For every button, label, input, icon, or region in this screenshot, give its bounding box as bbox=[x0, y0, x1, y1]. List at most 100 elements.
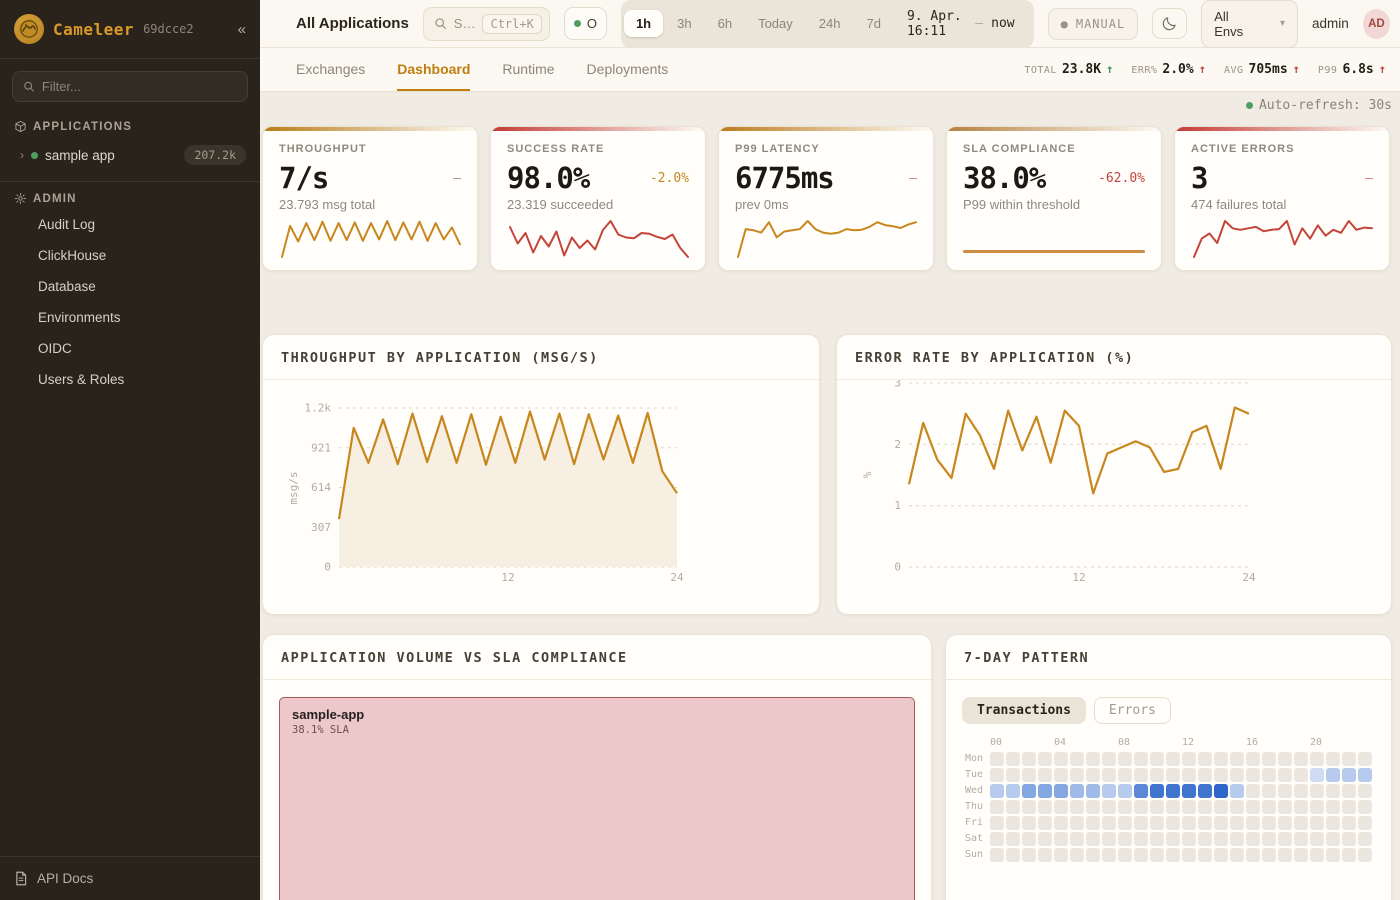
heatmap-cell[interactable] bbox=[1294, 768, 1308, 782]
heatmap-cell[interactable] bbox=[1358, 848, 1372, 862]
heatmap-cell[interactable] bbox=[1166, 816, 1180, 830]
time-range-1h[interactable]: 1h bbox=[623, 10, 664, 37]
tab-dashboard[interactable]: Dashboard bbox=[397, 48, 471, 91]
heatmap-cell[interactable] bbox=[1054, 768, 1068, 782]
time-range-6h[interactable]: 6h bbox=[717, 16, 733, 31]
heatmap-cell[interactable] bbox=[1198, 848, 1212, 862]
heatmap-cell[interactable] bbox=[1166, 848, 1180, 862]
heatmap-cell[interactable] bbox=[990, 832, 1004, 846]
sidebar-item-database[interactable]: Database bbox=[38, 279, 96, 294]
heatmap-cell[interactable] bbox=[1102, 752, 1116, 766]
heatmap-cell[interactable] bbox=[1134, 848, 1148, 862]
heatmap-cell[interactable] bbox=[990, 800, 1004, 814]
heatmap-cell[interactable] bbox=[990, 816, 1004, 830]
tab-deployments[interactable]: Deployments bbox=[586, 60, 669, 77]
heatmap-cell[interactable] bbox=[990, 768, 1004, 782]
heatmap-cell[interactable] bbox=[1022, 832, 1036, 846]
heatmap-cell[interactable] bbox=[1070, 784, 1084, 798]
heatmap-cell[interactable] bbox=[1150, 752, 1164, 766]
heatmap-cell[interactable] bbox=[1358, 816, 1372, 830]
toggle-transactions[interactable]: Transactions bbox=[962, 697, 1086, 724]
heatmap-cell[interactable] bbox=[1054, 848, 1068, 862]
heatmap-cell[interactable] bbox=[1278, 832, 1292, 846]
heatmap-cell[interactable] bbox=[1022, 784, 1036, 798]
heatmap-cell[interactable] bbox=[1214, 768, 1228, 782]
heatmap-cell[interactable] bbox=[990, 752, 1004, 766]
heatmap-cell[interactable] bbox=[1182, 784, 1196, 798]
heatmap-cell[interactable] bbox=[1246, 768, 1260, 782]
heatmap-cell[interactable] bbox=[1262, 768, 1276, 782]
heatmap-cell[interactable] bbox=[1294, 816, 1308, 830]
heatmap-cell[interactable] bbox=[1102, 784, 1116, 798]
heatmap-cell[interactable] bbox=[1166, 784, 1180, 798]
avatar[interactable]: AD bbox=[1362, 8, 1391, 39]
heatmap-cell[interactable] bbox=[1086, 784, 1100, 798]
heatmap-cell[interactable] bbox=[1166, 752, 1180, 766]
heatmap-cell[interactable] bbox=[1006, 784, 1020, 798]
heatmap-cell[interactable] bbox=[1038, 816, 1052, 830]
heatmap-cell[interactable] bbox=[1278, 784, 1292, 798]
heatmap-cell[interactable] bbox=[1070, 848, 1084, 862]
heatmap-cell[interactable] bbox=[1262, 848, 1276, 862]
heatmap-cell[interactable] bbox=[1150, 784, 1164, 798]
heatmap-cell[interactable] bbox=[1022, 768, 1036, 782]
heatmap-cell[interactable] bbox=[1230, 800, 1244, 814]
heatmap-cell[interactable] bbox=[1150, 800, 1164, 814]
heatmap-cell[interactable] bbox=[1054, 832, 1068, 846]
heatmap-cell[interactable] bbox=[1342, 800, 1356, 814]
sidebar-item-sample-app[interactable]: › sample app 207.2k bbox=[0, 137, 260, 173]
heatmap-cell[interactable] bbox=[1294, 784, 1308, 798]
heatmap-cell[interactable] bbox=[1054, 800, 1068, 814]
heatmap-cell[interactable] bbox=[1246, 800, 1260, 814]
heatmap-cell[interactable] bbox=[1262, 832, 1276, 846]
heatmap-cell[interactable] bbox=[1294, 848, 1308, 862]
heatmap-cell[interactable] bbox=[1166, 832, 1180, 846]
heatmap-cell[interactable] bbox=[1278, 752, 1292, 766]
sidebar-item-clickhouse[interactable]: ClickHouse bbox=[38, 248, 107, 263]
sidebar-item-users-roles[interactable]: Users & Roles bbox=[38, 372, 125, 387]
sidebar-item-environments[interactable]: Environments bbox=[38, 310, 121, 325]
time-range-7d[interactable]: 7d bbox=[866, 16, 881, 31]
time-range-today[interactable]: Today bbox=[758, 16, 793, 31]
sidebar-item-api-docs[interactable]: API Docs bbox=[0, 856, 260, 900]
heatmap-cell[interactable] bbox=[1358, 752, 1372, 766]
tab-runtime[interactable]: Runtime bbox=[502, 60, 555, 77]
heatmap-cell[interactable] bbox=[1198, 784, 1212, 798]
heatmap-cell[interactable] bbox=[1086, 848, 1100, 862]
heatmap-cell[interactable] bbox=[1326, 768, 1340, 782]
heatmap-cell[interactable] bbox=[1118, 752, 1132, 766]
heatmap-cell[interactable] bbox=[1230, 784, 1244, 798]
heatmap-cell[interactable] bbox=[1198, 800, 1212, 814]
heatmap-cell[interactable] bbox=[1326, 816, 1340, 830]
heatmap-cell[interactable] bbox=[1230, 752, 1244, 766]
heatmap-cell[interactable] bbox=[1326, 784, 1340, 798]
global-search-button[interactable]: S… Ctrl+K bbox=[422, 6, 550, 41]
heatmap-cell[interactable] bbox=[1198, 768, 1212, 782]
heatmap-cell[interactable] bbox=[1310, 848, 1324, 862]
heatmap-cell[interactable] bbox=[1230, 768, 1244, 782]
heatmap-cell[interactable] bbox=[1214, 784, 1228, 798]
heatmap-cell[interactable] bbox=[1038, 752, 1052, 766]
heatmap-cell[interactable] bbox=[1246, 816, 1260, 830]
heatmap-cell[interactable] bbox=[1054, 752, 1068, 766]
heatmap-cell[interactable] bbox=[1166, 800, 1180, 814]
heatmap-cell[interactable] bbox=[1214, 752, 1228, 766]
heatmap-cell[interactable] bbox=[1134, 768, 1148, 782]
heatmap-cell[interactable] bbox=[1118, 832, 1132, 846]
heatmap-cell[interactable] bbox=[1342, 848, 1356, 862]
heatmap-cell[interactable] bbox=[1086, 752, 1100, 766]
heatmap-cell[interactable] bbox=[1038, 800, 1052, 814]
heatmap-cell[interactable] bbox=[1038, 848, 1052, 862]
heatmap-cell[interactable] bbox=[1134, 816, 1148, 830]
heatmap-cell[interactable] bbox=[1198, 832, 1212, 846]
heatmap-cell[interactable] bbox=[1118, 768, 1132, 782]
heatmap-cell[interactable] bbox=[1214, 848, 1228, 862]
heatmap-cell[interactable] bbox=[1342, 816, 1356, 830]
manual-mode-button[interactable]: ● MANUAL bbox=[1047, 7, 1139, 40]
heatmap-cell[interactable] bbox=[1278, 800, 1292, 814]
sidebar-item-oidc[interactable]: OIDC bbox=[38, 341, 72, 356]
heatmap-cell[interactable] bbox=[1358, 768, 1372, 782]
sidebar-filter[interactable] bbox=[12, 71, 248, 102]
sidebar-collapse-button[interactable]: « bbox=[237, 20, 246, 38]
heatmap-cell[interactable] bbox=[1294, 832, 1308, 846]
